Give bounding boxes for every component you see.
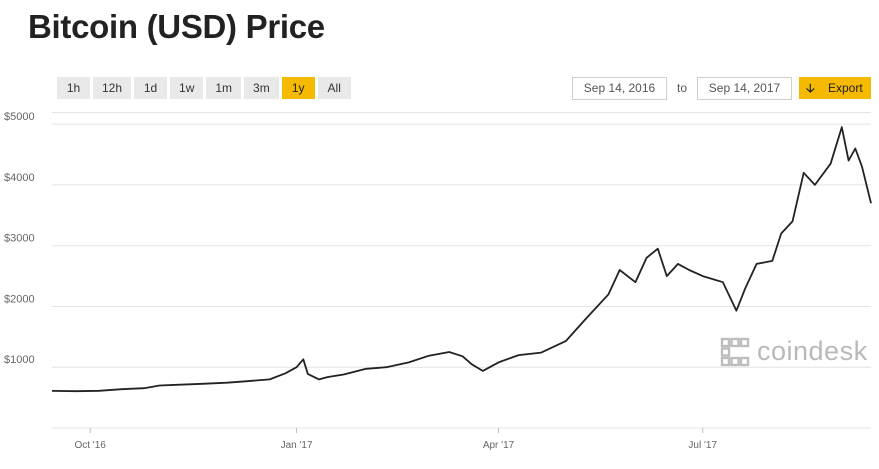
price-line	[51, 126, 872, 393]
x-tick-label: Oct '16	[74, 440, 106, 451]
toolbar-divider	[52, 112, 871, 113]
y-tick-label: $1000	[4, 354, 35, 366]
watermark-text: coindesk	[757, 336, 868, 366]
y-tick-label: $5000	[4, 111, 35, 123]
y-tick-label: $2000	[4, 293, 35, 305]
range-selector: 1h 12h 1d 1w 1m 3m 1y All	[57, 77, 351, 99]
download-arrow-icon: 🡣	[806, 81, 815, 95]
range-1y-button[interactable]: 1y	[281, 77, 315, 99]
date-from-field[interactable]: Sep 14, 2016	[572, 77, 667, 100]
y-tick-label: $4000	[4, 172, 35, 184]
range-all-button[interactable]: All	[317, 77, 351, 99]
coindesk-watermark: coindesk	[720, 336, 868, 367]
range-3m-button[interactable]: 3m	[244, 77, 279, 99]
page-title: Bitcoin (USD) Price	[28, 8, 325, 45]
x-tick-label: Apr '17	[483, 440, 515, 451]
range-12h-button[interactable]: 12h	[93, 77, 132, 99]
x-tick-label: Jan '17	[281, 440, 313, 451]
export-label: Export	[828, 81, 863, 95]
export-button[interactable]: 🡣 Export	[799, 77, 871, 99]
range-1w-button[interactable]: 1w	[170, 77, 204, 99]
range-1h-button[interactable]: 1h	[57, 77, 90, 99]
date-to-field[interactable]: Sep 14, 2017	[697, 77, 792, 100]
range-1d-button[interactable]: 1d	[134, 77, 168, 99]
x-tick-label: Jul '17	[688, 440, 717, 451]
y-tick-label: $3000	[4, 233, 35, 245]
range-1m-button[interactable]: 1m	[206, 77, 242, 99]
date-to-label: to	[677, 81, 688, 95]
coindesk-logo-icon	[720, 337, 750, 366]
